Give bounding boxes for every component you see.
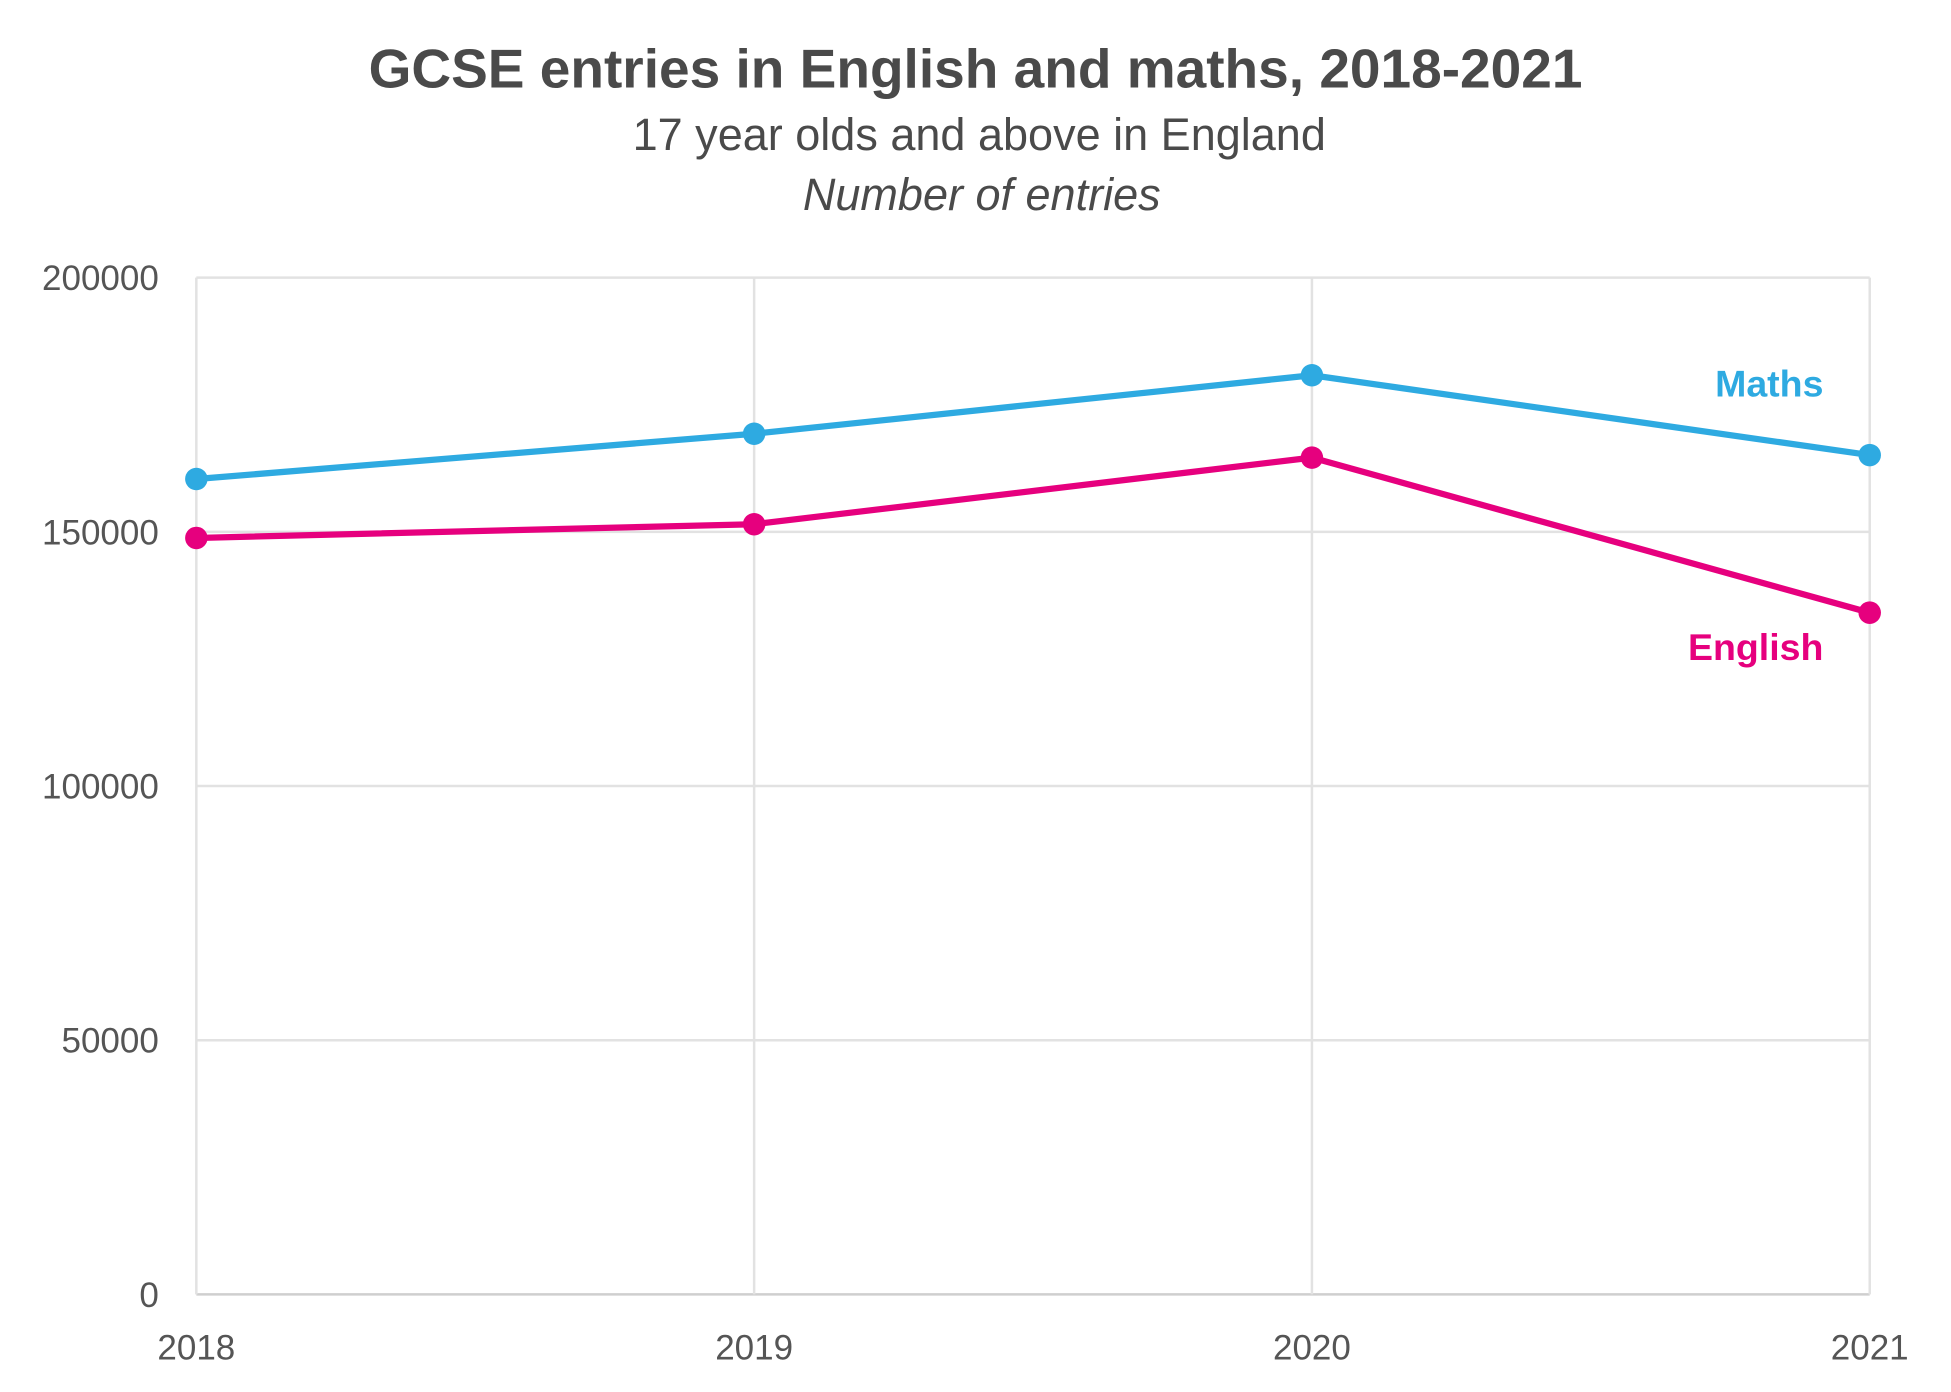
chart-subtitle: 17 year olds and above in England <box>633 109 1326 160</box>
data-point-maths <box>1300 364 1324 387</box>
chart-title: GCSE entries in English and maths, 2018-… <box>369 38 1583 100</box>
y-tick-label: 50000 <box>62 1022 159 1061</box>
x-tick-label: 2021 <box>1831 1328 1909 1367</box>
data-point-english <box>1300 446 1324 469</box>
y-unit-note: Number of entries <box>803 169 1161 220</box>
x-tick-label: 2018 <box>157 1328 235 1367</box>
data-point-english <box>185 526 208 550</box>
y-tick-label: 150000 <box>42 513 159 552</box>
data-point-english <box>742 512 766 536</box>
y-tick-label: 100000 <box>42 768 159 807</box>
series-label-english: English <box>1688 626 1823 668</box>
data-point-maths <box>742 422 766 445</box>
series-line-maths <box>196 372 1871 483</box>
x-tick-label: 2020 <box>1273 1328 1351 1367</box>
series-label-maths: Maths <box>1715 362 1823 404</box>
data-point-english <box>1858 601 1881 624</box>
y-tick-label: 200000 <box>42 259 159 298</box>
data-point-maths <box>185 467 208 491</box>
series-line-english <box>196 454 1871 616</box>
y-tick-label: 0 <box>139 1276 158 1315</box>
x-tick-label: 2019 <box>715 1328 793 1367</box>
data-point-maths <box>1858 443 1881 467</box>
